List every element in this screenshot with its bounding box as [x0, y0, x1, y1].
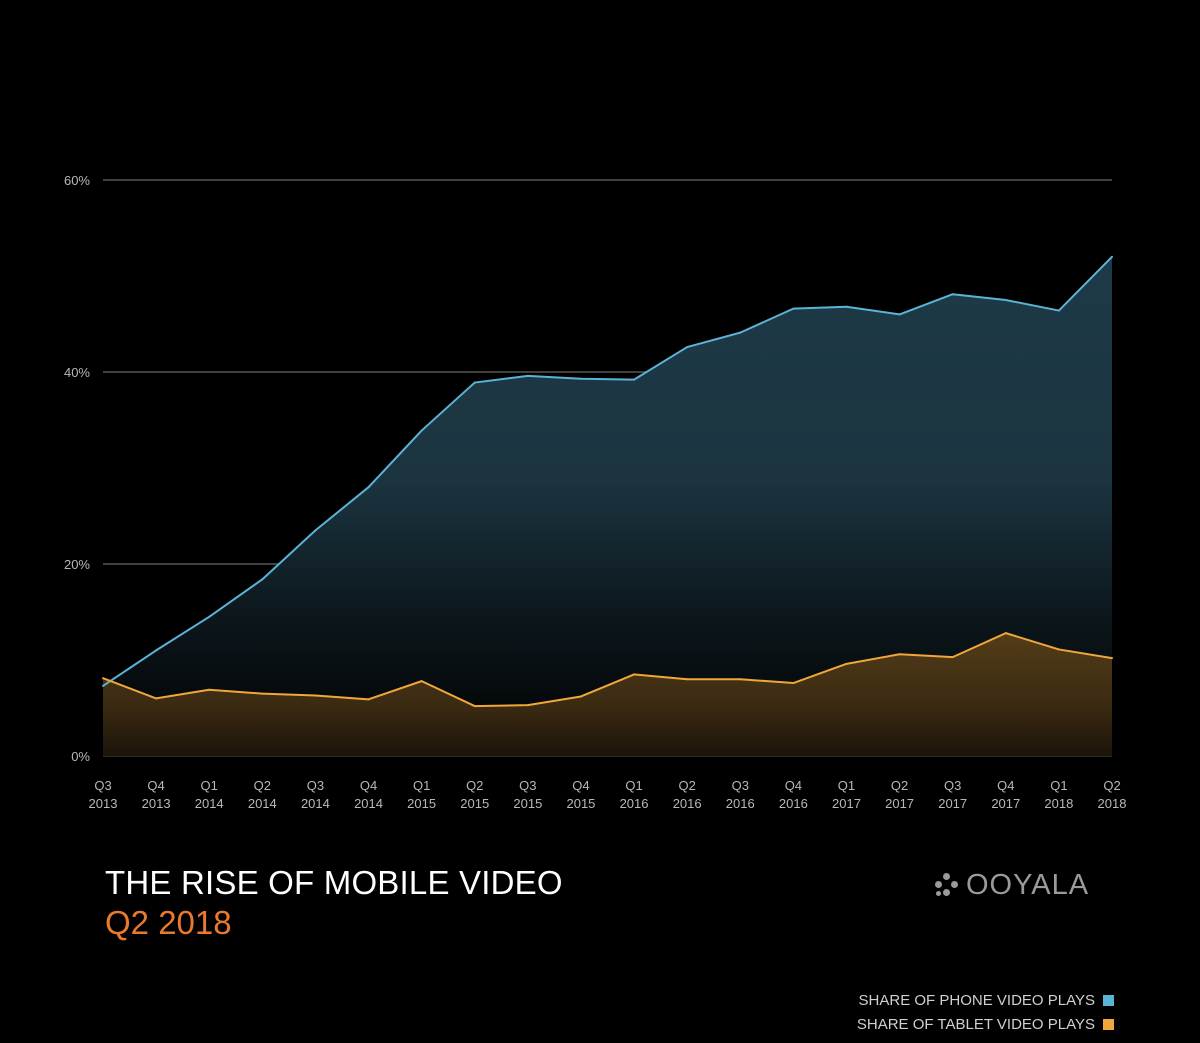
- data-point: [1057, 648, 1060, 651]
- data-point: [1111, 255, 1113, 258]
- x-tick-label: Q4 2014: [354, 778, 383, 811]
- data-point: [420, 680, 423, 683]
- legend-label-phone: SHARE OF PHONE VIDEO PLAYS: [858, 991, 1095, 1009]
- data-point: [739, 678, 742, 681]
- x-tick-label: Q4 2013: [142, 778, 171, 811]
- area-tablet: [103, 633, 1112, 756]
- legend-swatch-phone: [1103, 994, 1114, 1006]
- data-point: [633, 378, 636, 381]
- x-tick-label: Q3 2013: [89, 778, 118, 811]
- y-tick-label: 0%: [71, 749, 90, 764]
- data-point: [579, 695, 582, 698]
- data-point: [1004, 299, 1007, 301]
- data-point: [845, 305, 848, 308]
- x-tick-label: Q4 2017: [991, 778, 1020, 811]
- y-tick-label: 40%: [64, 365, 90, 380]
- data-point: [314, 694, 317, 697]
- data-point: [633, 673, 636, 676]
- legend-swatch-tablet: [1103, 1018, 1114, 1030]
- chart-title: THE RISE OF MOBILE VIDEO: [105, 864, 563, 901]
- chart-subtitle: Q2 2018: [105, 904, 232, 941]
- data-point: [473, 705, 476, 708]
- x-tick-label: Q2 2018: [1098, 778, 1127, 811]
- x-tick-label: Q1 2014: [195, 778, 224, 811]
- data-point: [1004, 632, 1007, 635]
- data-point: [261, 578, 264, 581]
- chart-legend: SHARE OF PHONE VIDEO PLAYS SHARE OF TABL…: [857, 988, 1114, 1036]
- data-point: [367, 486, 370, 489]
- data-point: [792, 307, 795, 310]
- x-axis-ticks: Q3 2013 Q4 2013 Q1 2014 Q2 2014 Q3 2014 Q4 2014 Q1 20…: [89, 778, 1127, 811]
- data-point: [1111, 657, 1113, 660]
- data-point: [155, 649, 158, 652]
- data-point: [208, 615, 211, 618]
- line-phone: [102, 256, 1113, 687]
- y-tick-label: 60%: [64, 173, 90, 188]
- data-point: [526, 704, 529, 707]
- series-areas: [103, 256, 1112, 756]
- ooyala-dots-icon: [934, 872, 960, 898]
- legend-item-tablet: SHARE OF TABLET VIDEO PLAYS: [857, 1012, 1114, 1036]
- data-point: [473, 381, 476, 384]
- x-tick-label: Q1 2017: [832, 778, 861, 811]
- x-tick-label: Q1 2018: [1044, 778, 1073, 811]
- data-point: [155, 697, 158, 700]
- y-tick-label: 20%: [64, 557, 90, 572]
- data-point: [951, 293, 954, 296]
- x-tick-label: Q4 2016: [779, 778, 808, 811]
- data-point: [686, 678, 689, 681]
- line-tablet: [102, 632, 1113, 708]
- x-tick-label: Q2 2017: [885, 778, 914, 811]
- logo-text: OOYALA: [966, 868, 1090, 901]
- data-point: [526, 374, 529, 377]
- data-point: [102, 677, 104, 680]
- data-point: [739, 331, 742, 334]
- data-point: [898, 313, 901, 316]
- x-tick-label: Q2 2014: [248, 778, 277, 811]
- x-tick-label: Q4 2015: [566, 778, 595, 811]
- data-point: [792, 682, 795, 685]
- x-tick-label: Q2 2016: [673, 778, 702, 811]
- x-tick-label: Q1 2015: [407, 778, 436, 811]
- data-point: [579, 377, 582, 380]
- x-tick-label: Q3 2014: [301, 778, 330, 811]
- area-phone: [103, 256, 1112, 756]
- x-tick-label: Q3 2016: [726, 778, 755, 811]
- data-point: [420, 429, 423, 432]
- x-tick-label: Q2 2015: [460, 778, 489, 811]
- data-point: [102, 684, 104, 687]
- ooyala-logo: OOYALA: [934, 868, 1089, 902]
- data-point: [845, 662, 848, 665]
- x-tick-label: Q3 2017: [938, 778, 967, 811]
- y-axis-ticks: 0% 20% 40% 60%: [64, 173, 90, 764]
- data-point: [1057, 309, 1060, 312]
- data-point: [951, 656, 954, 659]
- legend-item-phone: SHARE OF PHONE VIDEO PLAYS: [857, 988, 1114, 1012]
- data-point: [314, 529, 317, 532]
- series-lines: [102, 255, 1113, 708]
- x-tick-label: Q1 2016: [620, 778, 649, 811]
- data-point: [367, 698, 370, 701]
- data-point: [898, 653, 901, 656]
- data-point: [261, 692, 264, 695]
- data-point: [208, 688, 211, 691]
- data-point: [686, 346, 689, 349]
- legend-label-tablet: SHARE OF TABLET VIDEO PLAYS: [856, 1015, 1095, 1033]
- x-tick-label: Q3 2015: [513, 778, 542, 811]
